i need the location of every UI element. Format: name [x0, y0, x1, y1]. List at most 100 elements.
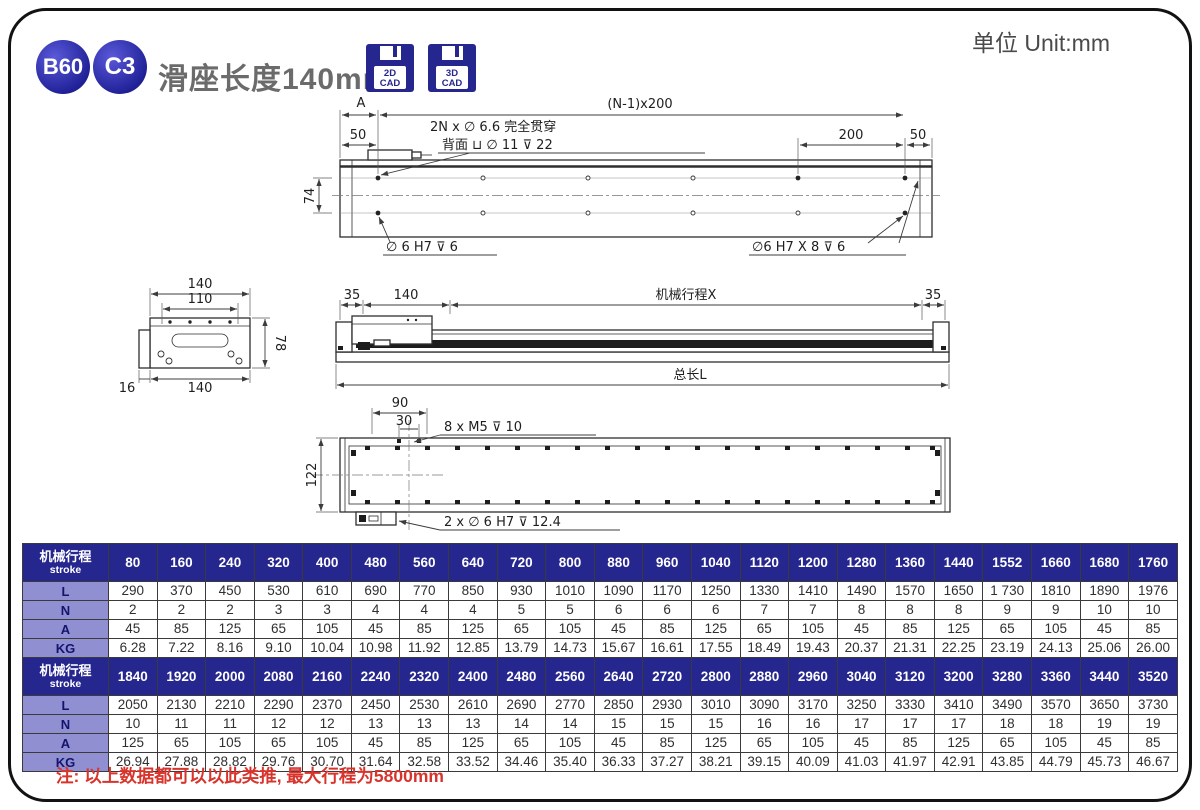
data-cell: 85: [642, 619, 692, 639]
data-cell: 85: [885, 619, 935, 639]
data-cell: 8.16: [205, 638, 255, 658]
data-cell: 45: [836, 619, 887, 639]
data-cell: 125: [108, 733, 158, 753]
data-cell: 450: [205, 581, 255, 601]
cad-3d-label-line1: 3D: [446, 68, 458, 79]
data-cell: 3730: [1128, 695, 1178, 715]
stroke-value-cell: 1040: [690, 543, 741, 582]
top-hole-note-line1: 2N x ∅ 6.6 完全贯穿: [430, 119, 556, 135]
data-cell: 1810: [1030, 581, 1081, 601]
data-cell: 14: [545, 714, 595, 734]
data-cell: 15.67: [593, 638, 644, 658]
data-cell: 125: [933, 619, 984, 639]
data-cell: 11.92: [399, 638, 450, 658]
stroke-value-cell: 2240: [350, 657, 401, 696]
data-cell: 3250: [836, 695, 887, 715]
data-cell: 15: [690, 714, 741, 734]
data-cell: 16: [739, 714, 790, 734]
data-row-KG: KG 26.94 27.88 28.82 29.76 30.70 31.64 32.58 33.…: [22, 752, 1178, 772]
data-cell: 1 730: [982, 581, 1032, 601]
stroke-value-cell: 640: [448, 543, 498, 582]
data-cell: 3490: [982, 695, 1032, 715]
data-cell: 6: [690, 600, 741, 620]
data-row-L: L 2050 2130 2210 2290 2370 2450 2530 2610 2690 277…: [22, 695, 1178, 715]
data-cell: 10: [1079, 600, 1130, 620]
data-cell: 370: [156, 581, 207, 601]
data-cell: 105: [302, 733, 352, 753]
data-cell: 45: [350, 619, 401, 639]
data-cell: 11: [156, 714, 207, 734]
data-cell: 36.33: [593, 752, 644, 772]
data-cell: 40.09: [788, 752, 838, 772]
stroke-value-cell: 2800: [690, 657, 741, 696]
stroke-header-label: 机械行程 stroke: [22, 543, 109, 582]
stroke-value-cell: 2640: [593, 657, 644, 696]
stroke-value-cell: 1660: [1030, 543, 1081, 582]
floppy-label: [436, 66, 468, 89]
data-cell: 18: [1030, 714, 1081, 734]
data-cell: 1410: [788, 581, 838, 601]
data-cell: 7.22: [156, 638, 207, 658]
floppy-label: [374, 66, 406, 89]
data-cell: 125: [205, 619, 255, 639]
data-cell: 1976: [1128, 581, 1178, 601]
data-cell: 85: [399, 733, 450, 753]
stroke-value-cell: 320: [253, 543, 304, 582]
data-cell: 2290: [253, 695, 304, 715]
dim-label-50-left: 50: [350, 128, 367, 143]
dim-label-30: 30: [396, 414, 413, 429]
data-cell: 45: [593, 733, 644, 753]
dim-label-74: 74: [303, 188, 318, 205]
data-cell: 125: [933, 733, 984, 753]
data-cell: 2610: [448, 695, 498, 715]
data-cell: 85: [1128, 733, 1178, 753]
footnote: 注: 以上数据都可以以此类推, 最大行程为5800mm: [56, 766, 444, 786]
data-cell: 105: [545, 619, 595, 639]
data-cell: 37.27: [642, 752, 692, 772]
dim-label-35-right: 35: [925, 288, 942, 303]
data-cell: 45: [836, 733, 887, 753]
data-row-A: A 45 85 125 65 105 45 85 125 65 105 45 85 125 65 105 45 8…: [22, 619, 1178, 639]
data-cell: 13.79: [496, 638, 547, 658]
data-row-N: N 10 11 11 12 12 13 13 13 14 14 15 15 15 16 16 17 17 17 18 1…: [22, 714, 1178, 734]
data-cell: 22.25: [933, 638, 984, 658]
stroke-value-cell: 3040: [836, 657, 887, 696]
dim-label-50-right: 50: [910, 128, 927, 143]
data-cell: 43.85: [982, 752, 1032, 772]
stroke-value-cell: 3280: [982, 657, 1032, 696]
data-cell: 1890: [1079, 581, 1130, 601]
data-cell: 610: [302, 581, 352, 601]
data-cell: 16.61: [642, 638, 692, 658]
data-cell: 45.73: [1079, 752, 1130, 772]
row-label-cell: A: [22, 733, 109, 753]
model-badge: B60: [36, 40, 90, 94]
data-cell: 2930: [642, 695, 692, 715]
data-cell: 85: [399, 619, 450, 639]
data-cell: 20.37: [836, 638, 887, 658]
data-cell: 10.98: [350, 638, 401, 658]
data-cell: 8: [836, 600, 887, 620]
dim-label-122: 122: [305, 463, 320, 488]
data-cell: 45: [350, 733, 401, 753]
data-cell: 45: [593, 619, 644, 639]
stroke-value-cell: 1760: [1128, 543, 1178, 582]
data-cell: 32.58: [399, 752, 450, 772]
data-cell: 105: [302, 619, 352, 639]
data-cell: 290: [108, 581, 158, 601]
data-cell: 14: [496, 714, 547, 734]
dim-label-35-left: 35: [344, 288, 361, 303]
spec-table: 机械行程 stroke 80 160 240 320 400 480 560 640 720 800 8…: [22, 543, 1178, 772]
stroke-value-cell: 560: [399, 543, 450, 582]
technical-drawings: A (N-1)x200 50 200 50 74 2N x ∅ 6.6 完全贯穿…: [119, 96, 951, 531]
data-cell: 530: [253, 581, 304, 601]
data-cell: 3: [253, 600, 304, 620]
row-label-cell: L: [22, 695, 109, 715]
data-row-N: N 2 2 2 3 3 4 4 4 5 5 6 6 6 7 7 8 8 8 9 9 10 10: [22, 600, 1178, 620]
data-cell: 3090: [739, 695, 790, 715]
data-cell: 2850: [593, 695, 644, 715]
bottom-view-drawing: 90 30 8 x M5 ⊽ 10 122 2 x ∅ 6 H7 ⊽ 12.4: [305, 396, 951, 531]
dim-label-110: 110: [188, 292, 213, 307]
cad-2d-download-icon[interactable]: 2D CAD: [366, 44, 414, 92]
cad-3d-download-icon[interactable]: 3D CAD: [428, 44, 476, 92]
